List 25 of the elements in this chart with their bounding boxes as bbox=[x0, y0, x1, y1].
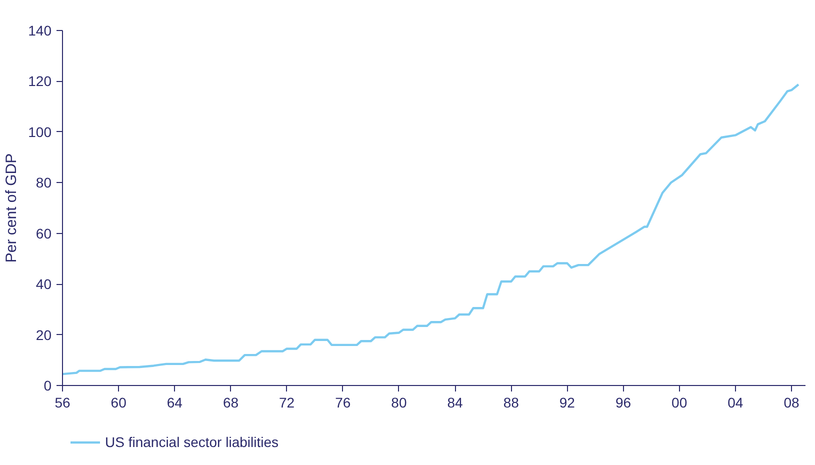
x-tick-label: 92 bbox=[559, 394, 576, 410]
x-tick-label: 00 bbox=[672, 394, 688, 410]
x-tick-label: 08 bbox=[784, 394, 800, 410]
y-tick-label: 140 bbox=[28, 22, 52, 38]
x-tick-label: 80 bbox=[391, 394, 407, 410]
x-tick-label: 56 bbox=[54, 394, 70, 410]
y-tick-label: 0 bbox=[44, 378, 52, 394]
x-tick-label: 72 bbox=[279, 394, 295, 410]
x-tick-label: 84 bbox=[447, 394, 464, 410]
y-tick-label: 100 bbox=[28, 124, 52, 140]
y-tick-label: 60 bbox=[36, 225, 52, 242]
x-tick-label: 68 bbox=[222, 394, 239, 410]
x-tick-label: 96 bbox=[615, 394, 632, 410]
line-series bbox=[62, 83, 800, 376]
x-tick-label: 60 bbox=[110, 394, 127, 410]
y-tick-label: 20 bbox=[36, 326, 52, 343]
x-tick-label: 64 bbox=[166, 394, 183, 410]
y-tick-label: 80 bbox=[36, 174, 52, 191]
x-tick-label: 76 bbox=[335, 394, 351, 410]
y-axis-title: Per cent of GDP bbox=[3, 153, 20, 263]
y-tick-label: 40 bbox=[36, 276, 52, 292]
legend-label: US financial sector liabilities bbox=[105, 434, 279, 450]
x-tick-label: 04 bbox=[728, 394, 744, 410]
x-tick-label: 88 bbox=[503, 394, 520, 410]
y-tick-label: 120 bbox=[28, 73, 52, 90]
